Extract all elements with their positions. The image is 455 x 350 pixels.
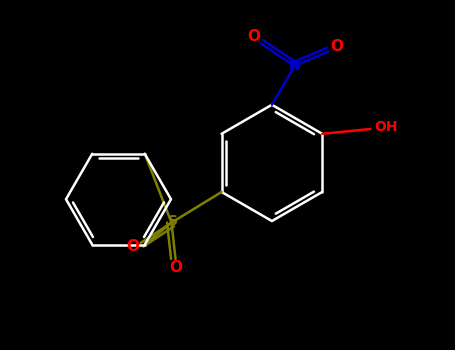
Text: O: O: [248, 29, 261, 44]
Text: OH: OH: [374, 120, 398, 134]
Text: O: O: [330, 39, 343, 54]
Text: O: O: [126, 239, 139, 253]
Text: O: O: [169, 260, 182, 274]
Text: N: N: [289, 59, 300, 73]
Text: S: S: [168, 214, 178, 228]
